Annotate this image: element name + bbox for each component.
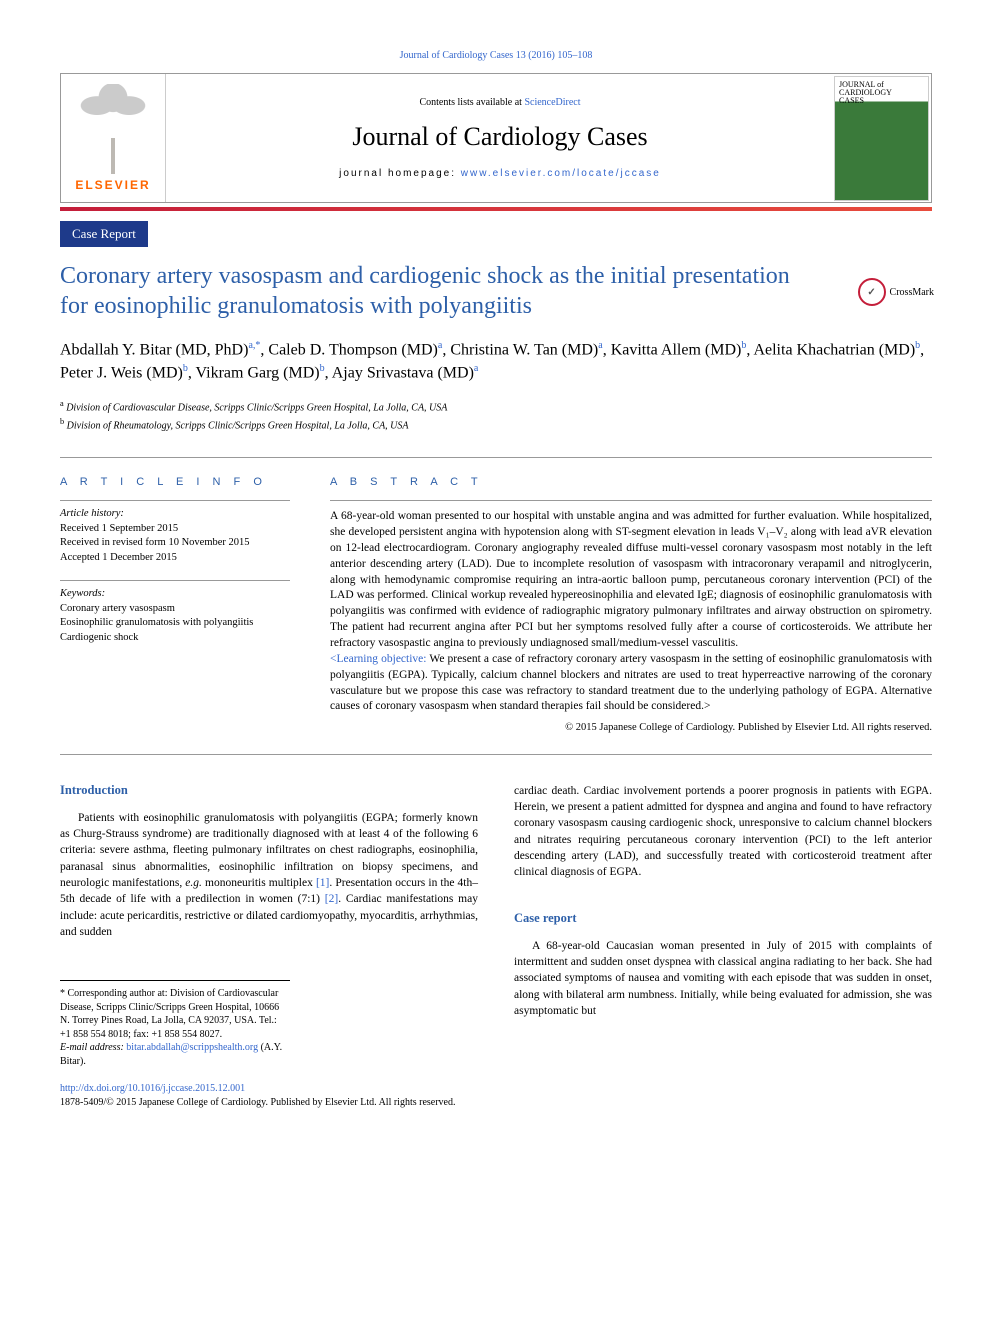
contents-available: Contents lists available at ScienceDirec… [186,97,814,108]
received-date: Received 1 September 2015 [60,522,290,537]
article-type-label: Case Report [60,221,148,247]
learning-objective-label: <Learning objective: [330,653,426,665]
case-report-text: A 68-year-old Caucasian woman presented … [514,938,932,1020]
journal-homepage: journal homepage: www.elsevier.com/locat… [186,168,814,179]
accepted-date: Accepted 1 December 2015 [60,551,290,566]
authors-list: Abdallah Y. Bitar (MD, PhD)a,*, Caleb D.… [60,339,932,384]
homepage-prefix: journal homepage: [339,168,461,179]
issn-copyright: 1878-5409/© 2015 Japanese College of Car… [60,1097,456,1108]
crossmark-label: CrossMark [890,287,934,298]
abstract-body: A 68-year-old woman presented to our hos… [330,510,932,649]
sciencedirect-link[interactable]: ScienceDirect [524,97,580,108]
keyword-0: Coronary artery vasospasm [60,602,290,617]
left-column: Introduction Patients with eosinophilic … [60,783,478,1069]
affiliation-a: a Division of Cardiovascular Disease, Sc… [60,398,932,415]
cover-title: JOURNAL of CARDIOLOGY CASES [839,81,892,105]
keywords-block: Keywords: Coronary artery vasospasm Eosi… [60,580,290,646]
corresponding-author-footnote: * Corresponding author at: Division of C… [60,980,290,1068]
revised-date: Received in revised form 10 November 201… [60,536,290,551]
body-columns: Introduction Patients with eosinophilic … [60,783,932,1069]
affiliations: a Division of Cardiovascular Disease, Sc… [60,398,932,433]
journal-cover-thumbnail: JOURNAL of CARDIOLOGY CASES [834,76,929,201]
header-center: Contents lists available at ScienceDirec… [166,87,834,189]
keyword-1: Eosinophilic granulomatosis with polyang… [60,616,290,631]
intro-continuation: cardiac death. Cardiac involvement porte… [514,783,932,881]
contents-prefix: Contents lists available at [419,97,524,108]
abstract-copyright: © 2015 Japanese College of Cardiology. P… [330,721,932,735]
crossmark-icon: ✓ [858,278,886,306]
introduction-text: Patients with eosinophilic granulomatosi… [60,810,478,941]
doi-footer: http://dx.doi.org/10.1016/j.jccase.2015.… [60,1082,932,1109]
right-column: cardiac death. Cardiac involvement porte… [514,783,932,1069]
journal-reference: Journal of Cardiology Cases 13 (2016) 10… [60,50,932,61]
keywords-label: Keywords: [60,587,290,602]
corresponding-author-text: * Corresponding author at: Division of C… [60,987,290,1041]
article-history: Article history: Received 1 September 20… [60,500,290,566]
homepage-link[interactable]: www.elsevier.com/locate/jccase [461,168,661,179]
author-email-link[interactable]: bitar.abdallah@scrippshealth.org [126,1042,258,1053]
elsevier-logo: ELSEVIER [61,74,166,202]
introduction-heading: Introduction [60,783,478,798]
article-info-column: A R T I C L E I N F O Article history: R… [60,476,290,736]
case-report-heading: Case report [514,911,932,926]
history-label: Article history: [60,507,290,522]
elsevier-tree-icon [73,84,153,174]
red-divider-bar [60,207,932,211]
section-divider [60,754,932,755]
journal-name: Journal of Cardiology Cases [186,122,814,152]
abstract-column: A B S T R A C T A 68-year-old woman pres… [330,476,932,736]
affiliation-b: b Division of Rheumatology, Scripps Clin… [60,416,932,433]
journal-header: ELSEVIER Contents lists available at Sci… [60,73,932,203]
article-info-heading: A R T I C L E I N F O [60,476,290,488]
abstract-heading: A B S T R A C T [330,476,932,488]
elsevier-label: ELSEVIER [75,178,150,192]
email-label: E-mail address: [60,1042,126,1053]
cover-title-3: CASES [839,96,864,105]
article-title: Coronary artery vasospasm and cardiogeni… [60,261,932,321]
doi-link[interactable]: http://dx.doi.org/10.1016/j.jccase.2015.… [60,1083,245,1094]
crossmark-badge[interactable]: ✓ CrossMark [858,278,934,306]
abstract-text: A 68-year-old woman presented to our hos… [330,500,932,736]
keyword-2: Cardiogenic shock [60,631,290,646]
email-line: E-mail address: bitar.abdallah@scrippshe… [60,1041,290,1068]
